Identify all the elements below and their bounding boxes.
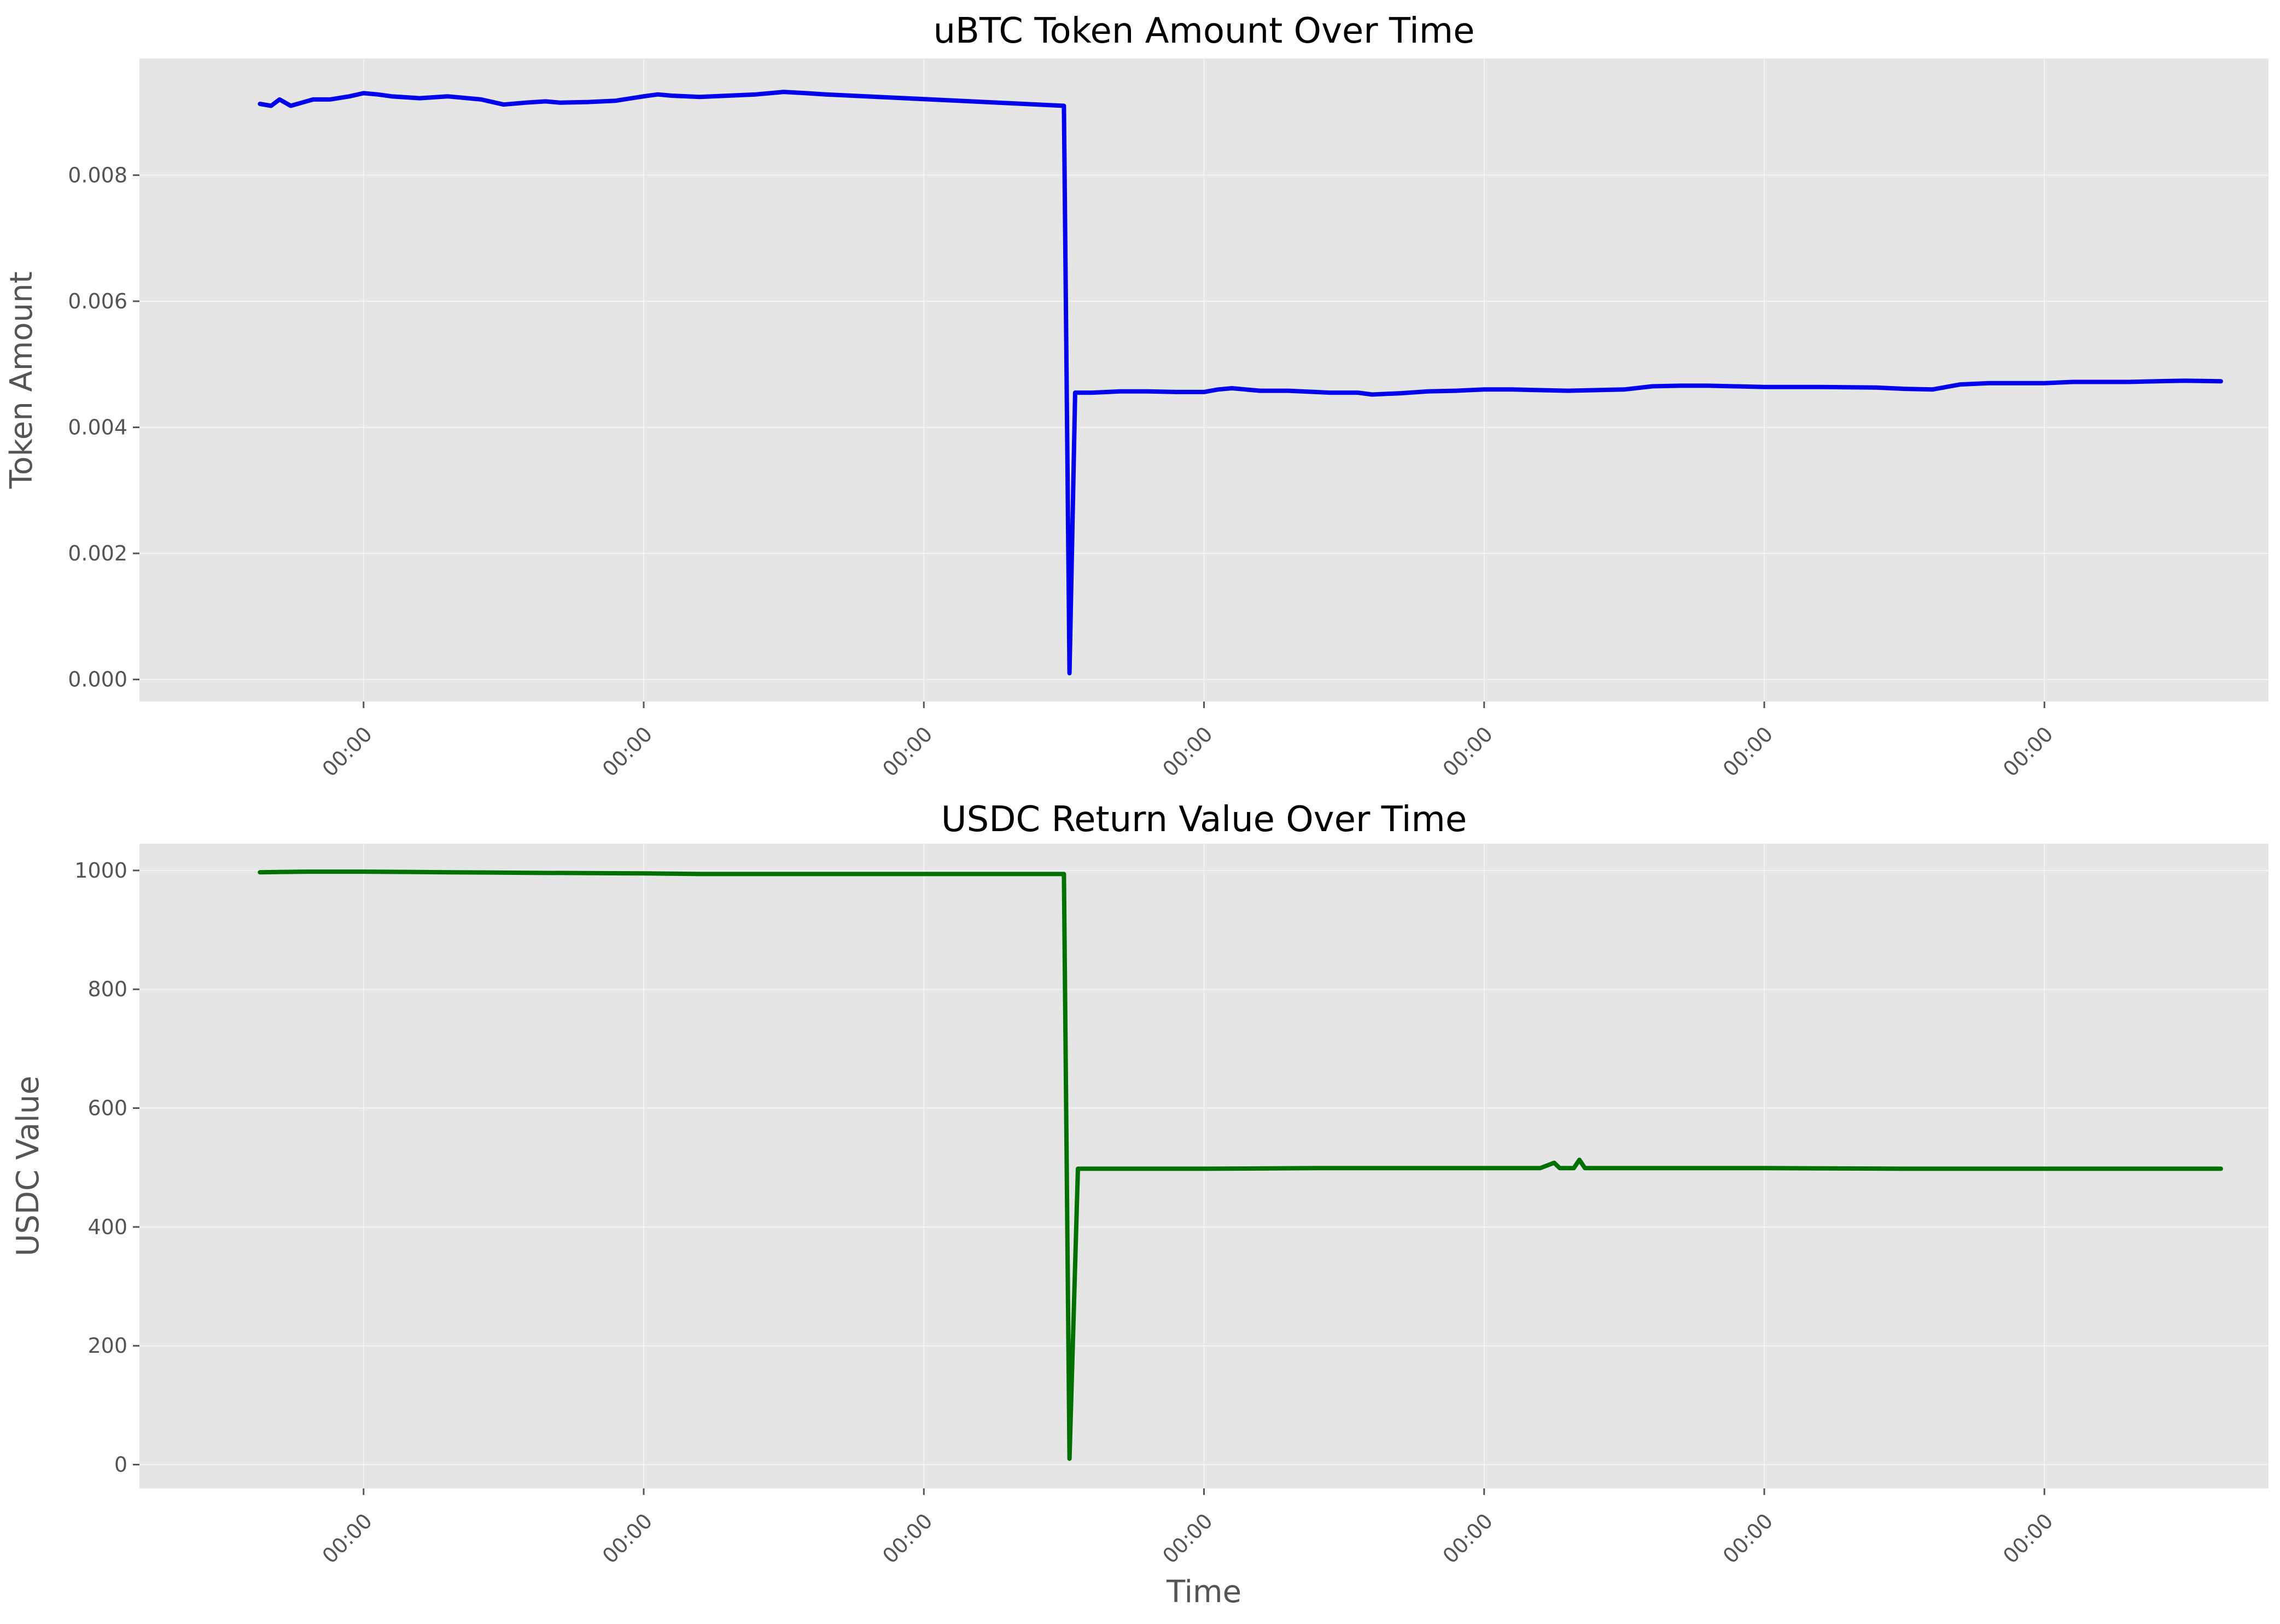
token-amount-x-tick-label: 00:00 bbox=[878, 722, 937, 781]
usdc-value-chart-title: USDC Return Value Over Time bbox=[941, 799, 1467, 840]
token-amount-y-tick-label: 0.002 bbox=[68, 541, 127, 565]
usdc-value-x-tick-label: 00:00 bbox=[1158, 1509, 1217, 1568]
usdc-value-x-tick-label: 00:00 bbox=[1438, 1509, 1498, 1568]
token-amount-y-tick-label: 0.006 bbox=[68, 289, 127, 313]
token-amount-x-tick-label: 00:00 bbox=[1998, 722, 2058, 781]
token-amount-x-tick-label: 00:00 bbox=[1718, 722, 1778, 781]
usdc-value-x-tick-label: 00:00 bbox=[878, 1509, 937, 1568]
usdc-value-x-tick-label: 00:00 bbox=[598, 1509, 657, 1568]
token-amount-series-line bbox=[258, 90, 2223, 676]
token-amount-x-tick-label: 00:00 bbox=[1438, 722, 1498, 781]
token-amount-x-tick-label: 00:00 bbox=[1158, 722, 1217, 781]
token-amount-y-tick-label: 0.004 bbox=[68, 415, 127, 439]
token-amount-y-axis-label: Token Amount bbox=[4, 271, 39, 489]
token-amount-grid bbox=[139, 59, 2269, 702]
usdc-value-series-line bbox=[258, 869, 2223, 1461]
usdc-value-y-tick-label: 400 bbox=[88, 1215, 127, 1239]
usdc-value-y-axis-label: USDC Value bbox=[10, 1076, 46, 1256]
usdc-value-y-tick-label: 800 bbox=[88, 977, 127, 1001]
usdc-value-y-tick-label: 200 bbox=[88, 1334, 127, 1358]
token-amount-y-tick-label: 0.008 bbox=[68, 163, 127, 187]
token-amount-x-tick-label: 00:00 bbox=[598, 722, 657, 781]
usdc-value-y-tick-label: 600 bbox=[88, 1096, 127, 1120]
token-amount-y-tick-label: 0.000 bbox=[68, 668, 127, 692]
token-amount-chart: 0.000 0.002 0.004 0.006 0.008 00:00 00:00 00:00… bbox=[4, 11, 2269, 781]
token-amount-x-tick-label: 00:00 bbox=[318, 722, 377, 781]
usdc-value-x-tick-label: 00:00 bbox=[1998, 1509, 2058, 1568]
usdc-value-x-axis-label: Time bbox=[1166, 1574, 1241, 1610]
token-amount-chart-title: uBTC Token Amount Over Time bbox=[933, 11, 1474, 51]
usdc-value-x-tick-label: 00:00 bbox=[1718, 1509, 1778, 1568]
usdc-value-y-tick-label: 0 bbox=[114, 1453, 127, 1477]
usdc-value-y-tick-label: 1000 bbox=[74, 858, 127, 883]
usdc-value-x-tick-label: 00:00 bbox=[318, 1509, 377, 1568]
usdc-value-chart: 0 200 400 600 800 1000 00:00 00:00 00:00 00:00 00:… bbox=[10, 799, 2269, 1610]
